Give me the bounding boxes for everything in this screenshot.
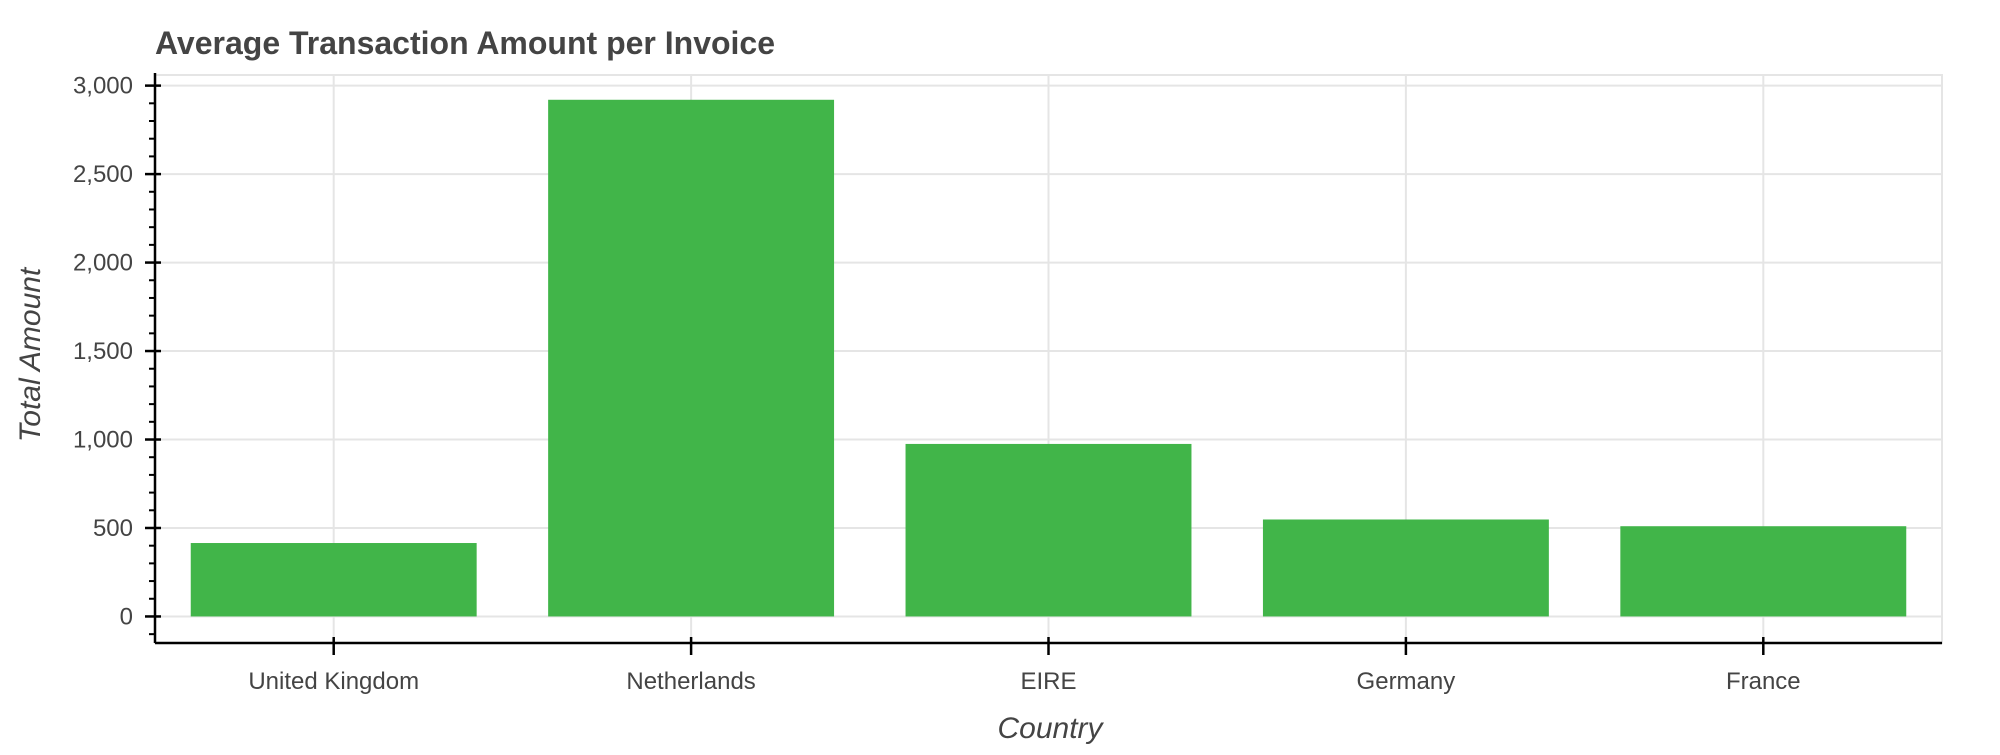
bar-united-kingdom	[190, 543, 477, 617]
axes	[145, 73, 1942, 655]
bar-eire	[905, 443, 1192, 617]
x-tick-label: France	[1726, 668, 1801, 695]
y-tick-label: 3,000	[73, 73, 133, 100]
bar-germany	[1262, 519, 1549, 617]
bar-netherlands	[548, 99, 835, 617]
y-tick-label: 2,500	[73, 161, 133, 188]
bar-france	[1620, 526, 1907, 617]
y-tick-label: 2,000	[73, 250, 133, 277]
y-tick-label: 1,000	[73, 427, 133, 454]
y-axis-title: Total Amount	[14, 266, 47, 442]
chart-title: Average Transaction Amount per Invoice	[155, 25, 775, 61]
x-tick-label: EIRE	[1020, 668, 1076, 695]
x-tick-label: Netherlands	[626, 668, 755, 695]
y-tick-label: 0	[120, 603, 133, 630]
x-tick-label: United Kingdom	[248, 668, 419, 695]
y-tick-label: 1,500	[73, 338, 133, 365]
y-tick-label: 500	[93, 515, 133, 542]
x-axis-title: Country	[997, 712, 1104, 745]
bars	[190, 99, 1907, 617]
x-tick-label: Germany	[1357, 668, 1456, 695]
tick-labels: 0 500 1,000 1,500 2,000 2,500 3,000 United King…	[73, 73, 1801, 695]
